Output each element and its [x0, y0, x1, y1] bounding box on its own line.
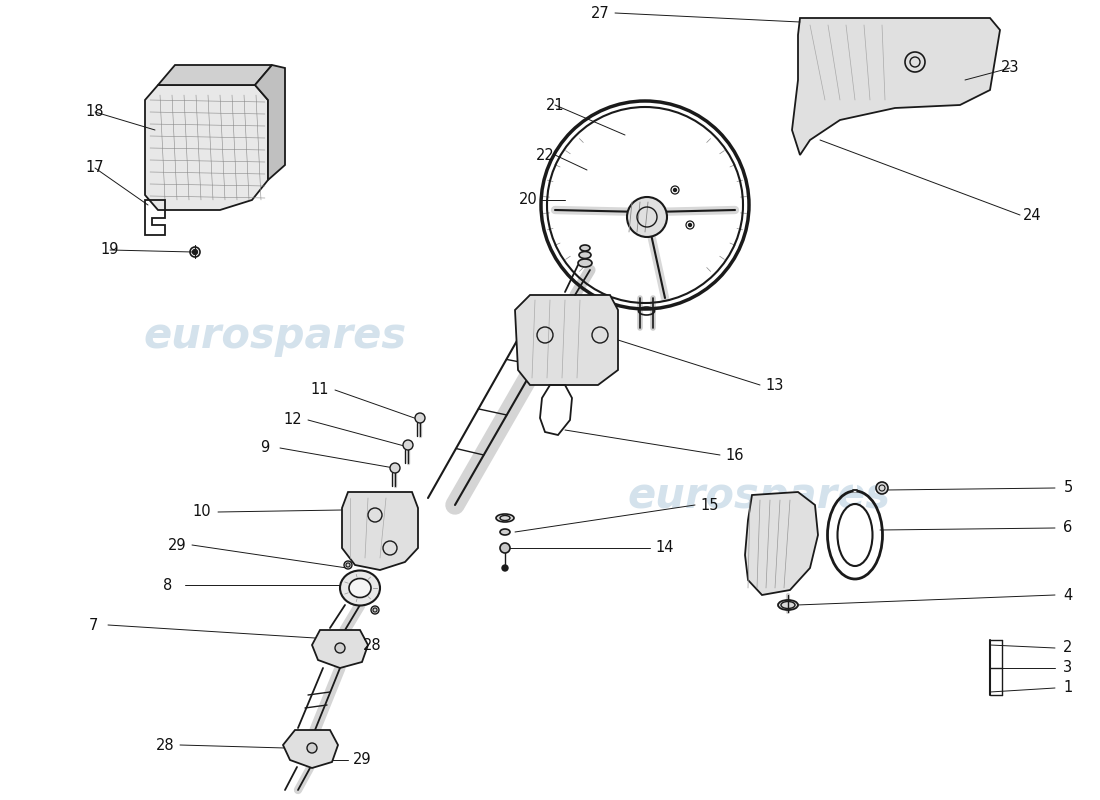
- Text: 3: 3: [1064, 661, 1072, 675]
- Text: 12: 12: [284, 413, 302, 427]
- Ellipse shape: [778, 600, 798, 610]
- Text: 2: 2: [1064, 641, 1072, 655]
- Ellipse shape: [496, 514, 514, 522]
- Circle shape: [689, 223, 692, 226]
- Circle shape: [627, 197, 667, 237]
- Circle shape: [415, 413, 425, 423]
- Ellipse shape: [579, 251, 591, 258]
- Text: 6: 6: [1064, 521, 1072, 535]
- Text: 22: 22: [536, 147, 554, 162]
- Text: 1: 1: [1064, 681, 1072, 695]
- Circle shape: [344, 561, 352, 569]
- Polygon shape: [158, 65, 272, 85]
- Circle shape: [192, 250, 198, 254]
- Polygon shape: [745, 492, 818, 595]
- Text: 28: 28: [363, 638, 382, 653]
- Text: 9: 9: [261, 441, 270, 455]
- Text: 29: 29: [353, 753, 372, 767]
- Circle shape: [673, 189, 676, 191]
- Circle shape: [371, 606, 380, 614]
- Polygon shape: [145, 85, 268, 210]
- Text: 18: 18: [86, 105, 104, 119]
- Text: 4: 4: [1064, 587, 1072, 602]
- Circle shape: [307, 743, 317, 753]
- Circle shape: [876, 482, 888, 494]
- Ellipse shape: [578, 259, 592, 267]
- Text: 14: 14: [656, 541, 674, 555]
- Ellipse shape: [500, 529, 510, 535]
- Ellipse shape: [349, 578, 371, 598]
- Text: 8: 8: [164, 578, 173, 593]
- Text: 24: 24: [1023, 207, 1042, 222]
- Ellipse shape: [340, 570, 379, 606]
- Text: 16: 16: [726, 447, 745, 462]
- Polygon shape: [515, 295, 618, 385]
- Circle shape: [390, 463, 400, 473]
- Text: eurospares: eurospares: [627, 475, 891, 517]
- Text: 23: 23: [1001, 61, 1020, 75]
- Text: 15: 15: [701, 498, 719, 513]
- Ellipse shape: [837, 504, 872, 566]
- Text: 19: 19: [101, 242, 119, 258]
- Text: eurospares: eurospares: [143, 315, 407, 357]
- Text: 27: 27: [591, 6, 609, 21]
- Text: 21: 21: [546, 98, 564, 113]
- Text: 10: 10: [192, 505, 211, 519]
- Circle shape: [336, 643, 345, 653]
- Circle shape: [502, 565, 508, 571]
- Text: 28: 28: [156, 738, 174, 753]
- Text: 17: 17: [86, 161, 104, 175]
- Polygon shape: [792, 18, 1000, 155]
- Text: 7: 7: [88, 618, 98, 633]
- Polygon shape: [342, 492, 418, 570]
- Circle shape: [403, 440, 412, 450]
- Polygon shape: [255, 65, 285, 180]
- Text: 5: 5: [1064, 481, 1072, 495]
- Text: 13: 13: [766, 378, 784, 393]
- Text: 11: 11: [310, 382, 329, 398]
- Ellipse shape: [580, 245, 590, 251]
- Text: 20: 20: [518, 193, 538, 207]
- Polygon shape: [312, 630, 368, 668]
- Polygon shape: [283, 730, 338, 768]
- Text: 29: 29: [167, 538, 186, 553]
- Circle shape: [500, 543, 510, 553]
